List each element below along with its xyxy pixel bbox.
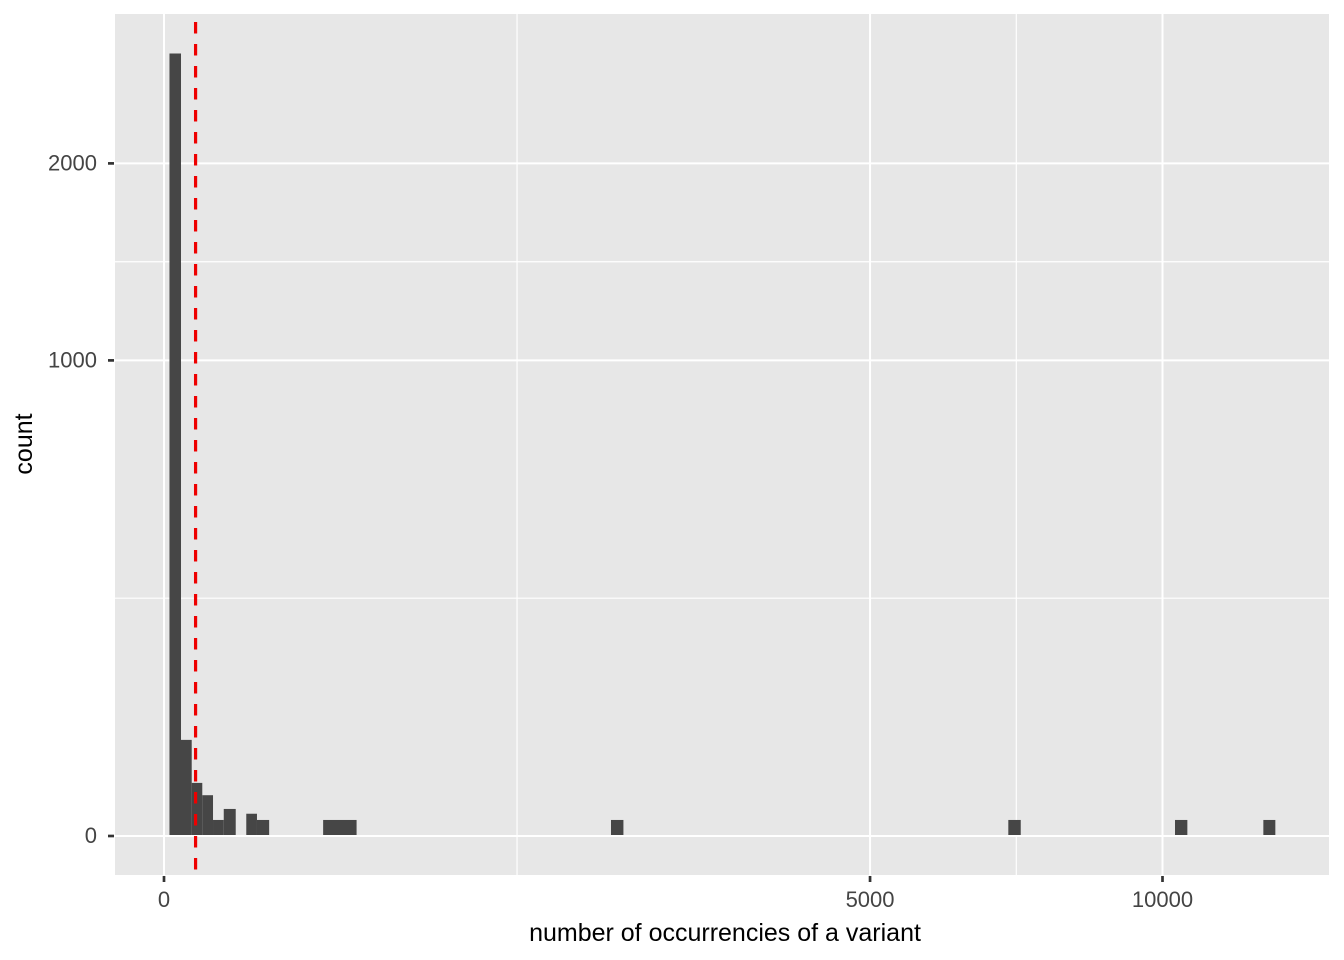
histogram-bar [323,819,357,835]
y-tick-label: 0 [85,823,97,848]
x-tick-label: 5000 [846,887,895,912]
histogram-bar [191,782,203,835]
panel-background [115,14,1329,875]
x-axis-title: number of occurrencies of a variant [529,919,921,947]
histogram-bar [223,808,236,835]
histogram-bar [256,819,270,835]
x-tick-label: 0 [158,887,170,912]
histogram-bar [202,795,214,835]
histogram-bar [1008,819,1021,835]
y-axis-title: count [10,413,38,474]
x-tick-label: 10000 [1132,887,1193,912]
y-tick-label: 1000 [48,347,97,372]
major-gridlines [115,14,1329,875]
histogram-bars [169,53,1276,836]
histogram-bar [1263,819,1276,835]
axis-tick-labels: 0 1000 2000 0 5000 10000 [48,150,1193,912]
axis-tick-marks [108,162,1164,882]
histogram-bar [1175,819,1188,835]
histogram-bar [610,819,624,835]
histogram-bar [181,739,192,835]
histogram-bar [169,53,182,836]
histogram-bar [213,819,224,835]
histogram-bar [246,813,257,835]
minor-gridlines [115,14,1329,875]
y-tick-label: 2000 [48,150,97,175]
